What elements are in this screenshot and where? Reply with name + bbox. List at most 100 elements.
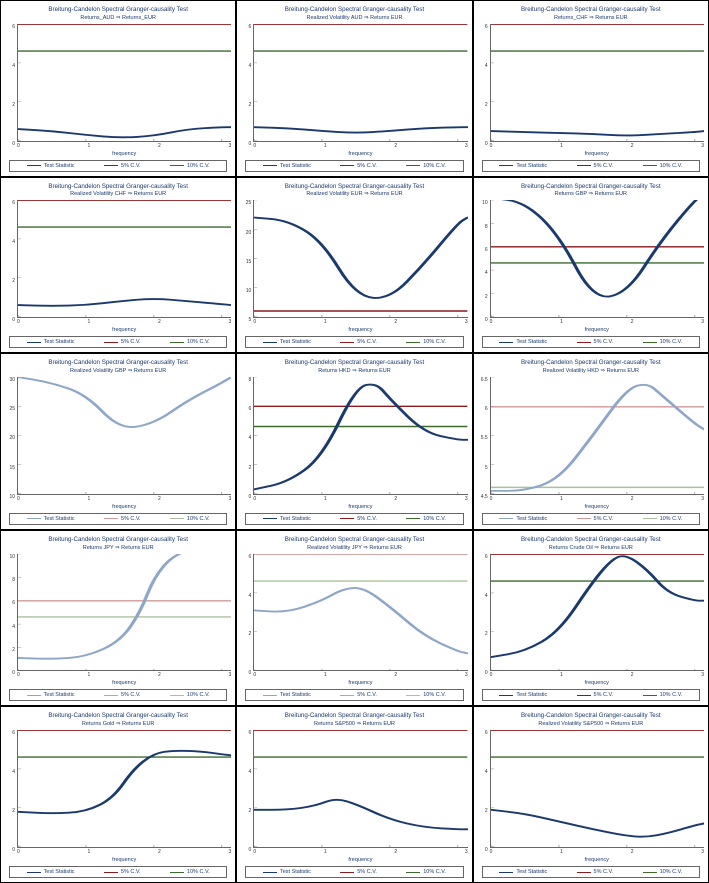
plot-wrap: 864200123frequency bbox=[241, 377, 467, 510]
y-tick-label: 30 bbox=[9, 377, 15, 383]
legend-item: Test Statistic bbox=[263, 339, 311, 345]
legend-swatch bbox=[643, 518, 657, 519]
legend-label: 5% C.V. bbox=[594, 869, 614, 875]
legend: Test Statistic5% C.V.10% C.V. bbox=[9, 866, 227, 878]
legend: Test Statistic5% C.V.10% C.V. bbox=[9, 689, 227, 701]
legend-label: Test Statistic bbox=[280, 692, 311, 698]
x-tick-label: 0 bbox=[17, 319, 20, 327]
test-statistic-line bbox=[18, 377, 231, 427]
legend-swatch bbox=[263, 165, 277, 166]
x-label: frequency bbox=[253, 857, 467, 863]
y-tick-label: 4 bbox=[12, 624, 15, 630]
panel-title: Breitung-Candelon Spectral Granger-causa… bbox=[478, 184, 704, 191]
plot-area bbox=[490, 554, 704, 672]
y-tick-label: 4 bbox=[12, 63, 15, 69]
x-tick-label: 3 bbox=[229, 143, 232, 151]
legend-label: Test Statistic bbox=[516, 516, 547, 522]
x-tick-label: 1 bbox=[324, 672, 327, 680]
y-tick-label: 2 bbox=[249, 102, 252, 108]
legend-label: Test Statistic bbox=[516, 692, 547, 698]
legend-label: 5% C.V. bbox=[121, 516, 141, 522]
legend: Test Statistic5% C.V.10% C.V. bbox=[9, 513, 227, 525]
panel-subtitle: Returns Gold ⇒ Returns EUR bbox=[5, 721, 231, 727]
test-statistic-line bbox=[491, 810, 704, 837]
plot-wrap: 64200123frequency bbox=[241, 554, 467, 687]
x-tick-label: 3 bbox=[229, 672, 232, 680]
x-tick-label: 0 bbox=[490, 672, 493, 680]
y-tick-label: 0 bbox=[485, 847, 488, 853]
legend-label: 5% C.V. bbox=[357, 869, 377, 875]
legend-swatch bbox=[170, 695, 184, 696]
legend-item: 10% C.V. bbox=[406, 692, 446, 698]
legend-swatch bbox=[340, 695, 354, 696]
y-tick-label: 0 bbox=[249, 847, 252, 853]
legend-item: 5% C.V. bbox=[340, 692, 377, 698]
x-axis: 0123 bbox=[253, 142, 467, 151]
legend-swatch bbox=[577, 165, 591, 166]
panel-2: Breitung-Candelon Spectral Granger-causa… bbox=[473, 0, 709, 177]
y-tick-label: 5 bbox=[485, 465, 488, 471]
test-statistic-line bbox=[254, 800, 467, 829]
legend-label: Test Statistic bbox=[44, 163, 75, 169]
legend: Test Statistic5% C.V.10% C.V. bbox=[9, 336, 227, 348]
legend-swatch bbox=[340, 342, 354, 343]
y-axis: 6420 bbox=[478, 554, 490, 687]
x-label: frequency bbox=[17, 327, 231, 333]
y-axis: 6420 bbox=[5, 24, 17, 157]
panel-title: Breitung-Candelon Spectral Granger-causa… bbox=[241, 713, 467, 720]
legend-swatch bbox=[577, 518, 591, 519]
y-axis: 86420 bbox=[241, 377, 253, 510]
x-axis: 0123 bbox=[490, 142, 704, 151]
legend-label: Test Statistic bbox=[516, 869, 547, 875]
x-tick-label: 1 bbox=[88, 849, 91, 857]
x-axis: 0123 bbox=[253, 318, 467, 327]
y-axis: 1086420 bbox=[478, 200, 490, 333]
legend: Test Statistic5% C.V.10% C.V. bbox=[245, 513, 463, 525]
legend: Test Statistic5% C.V.10% C.V. bbox=[245, 160, 463, 172]
y-tick-label: 6 bbox=[12, 600, 15, 606]
test-statistic-line bbox=[254, 588, 467, 653]
y-tick-label: 0 bbox=[485, 141, 488, 147]
legend-swatch bbox=[27, 342, 41, 343]
legend: Test Statistic5% C.V.10% C.V. bbox=[245, 336, 463, 348]
legend-label: 10% C.V. bbox=[660, 163, 683, 169]
x-label: frequency bbox=[17, 504, 231, 510]
x-tick-label: 0 bbox=[253, 849, 256, 857]
legend-swatch bbox=[499, 872, 513, 873]
x-tick-label: 1 bbox=[324, 496, 327, 504]
x-tick-label: 3 bbox=[465, 496, 468, 504]
panel-3: Breitung-Candelon Spectral Granger-causa… bbox=[0, 177, 236, 354]
test-statistic-line bbox=[18, 554, 231, 659]
y-tick-label: 5.5 bbox=[481, 435, 488, 441]
x-label: frequency bbox=[253, 327, 467, 333]
x-tick-label: 0 bbox=[490, 849, 493, 857]
plot-wrap: 64200123frequency bbox=[478, 554, 704, 687]
panel-title: Breitung-Candelon Spectral Granger-causa… bbox=[5, 360, 231, 367]
y-tick-label: 0 bbox=[249, 141, 252, 147]
legend-swatch bbox=[340, 872, 354, 873]
panel-subtitle: Realized Volatility CHF ⇒ Returns EUR bbox=[5, 191, 231, 197]
panel-subtitle: Returns HKD ⇒ Returns EUR bbox=[241, 368, 467, 374]
x-tick-label: 1 bbox=[88, 496, 91, 504]
legend-item: 10% C.V. bbox=[643, 692, 683, 698]
panel-subtitle: Realized Volatility AUD ⇒ Returns EUR bbox=[241, 15, 467, 21]
y-tick-label: 4.5 bbox=[481, 494, 488, 500]
y-tick-label: 6 bbox=[485, 406, 488, 412]
x-axis: 0123 bbox=[253, 848, 467, 857]
legend-label: 5% C.V. bbox=[121, 692, 141, 698]
panel-6: Breitung-Candelon Spectral Granger-causa… bbox=[0, 353, 236, 530]
legend-swatch bbox=[170, 518, 184, 519]
legend: Test Statistic5% C.V.10% C.V. bbox=[245, 866, 463, 878]
x-axis: 0123 bbox=[490, 848, 704, 857]
y-tick-label: 10 bbox=[246, 288, 252, 294]
legend-swatch bbox=[406, 342, 420, 343]
plot-area bbox=[490, 200, 704, 318]
y-tick-label: 6 bbox=[485, 247, 488, 253]
test-statistic-line bbox=[491, 385, 704, 491]
plot-area bbox=[490, 377, 704, 495]
legend-item: Test Statistic bbox=[263, 692, 311, 698]
x-tick-label: 1 bbox=[560, 849, 563, 857]
panel-title: Breitung-Candelon Spectral Granger-causa… bbox=[5, 537, 231, 544]
legend-item: 10% C.V. bbox=[643, 869, 683, 875]
x-label: frequency bbox=[17, 680, 231, 686]
